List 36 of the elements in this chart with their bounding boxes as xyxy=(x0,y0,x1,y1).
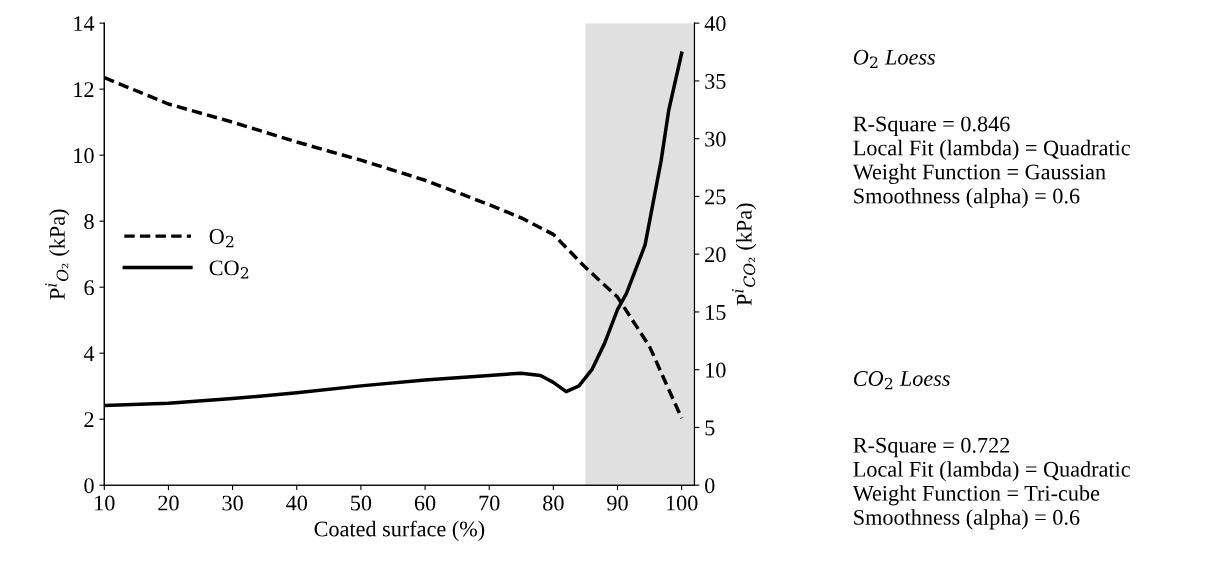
x-tick-label: 20 xyxy=(158,495,179,511)
y-tick-label: 10 xyxy=(74,148,94,164)
y-tick-label: 12 xyxy=(74,82,94,97)
y2-tick-label: 15 xyxy=(706,304,726,320)
y2-tick-label: 10 xyxy=(706,362,726,378)
x-tick-label: 90 xyxy=(607,495,628,511)
text: O$_{2}$ Loess xyxy=(853,49,935,68)
y-tick-label: 8 xyxy=(84,214,94,230)
y2-tick-label: 0 xyxy=(705,478,715,494)
text: R-Square = 0.722 Local Fit (lambda) = Quadratic Weight Function = Tri-cube Smoothness (alpha) = 0.6 xyxy=(852,437,1130,530)
x-tick-label: 70 xyxy=(479,495,500,511)
text: CO$_{2}$ Loess xyxy=(854,371,950,390)
x-tick-label: 30 xyxy=(222,495,243,511)
y2-tick-label: 30 xyxy=(705,131,726,147)
y-tick-label: 6 xyxy=(84,280,94,296)
y-tick-label: 0 xyxy=(84,478,94,494)
y-axis-title: P$^{i}$$_{O₂}$ (kPa) xyxy=(45,209,70,300)
x-tick-label: 40 xyxy=(286,495,308,511)
text: R-Square = 0.846 Local Fit (lambda) = Quadratic Weight Function = Gaussian Smoothness (alpha) = 0.6 xyxy=(852,116,1130,209)
y2-axis-title: P$^{i}$$_{CO₂}$ (kPa) xyxy=(731,203,757,306)
x-tick-label: 60 xyxy=(414,495,436,511)
x-axis-title: Coated surface (%) xyxy=(314,520,485,542)
legend-label: O$_{2}$ xyxy=(209,229,234,248)
y2-tick-label: 35 xyxy=(705,73,726,89)
y2-tick-label: 20 xyxy=(705,247,726,263)
legend-label: CO$_{2}$ xyxy=(209,260,249,279)
x-tick-label: 100 xyxy=(666,495,698,511)
x-tick-label: 80 xyxy=(543,495,564,511)
y2-tick-label: 25 xyxy=(705,189,726,205)
y-tick-label: 4 xyxy=(83,346,95,361)
y2-tick-label: 40 xyxy=(704,16,726,32)
x-tick-label: 50 xyxy=(351,495,372,511)
y-tick-label: 14 xyxy=(74,16,95,31)
y2-tick-label: 5 xyxy=(705,420,715,436)
y-tick-label: 2 xyxy=(84,412,94,427)
x-tick-label: 10 xyxy=(95,495,115,511)
